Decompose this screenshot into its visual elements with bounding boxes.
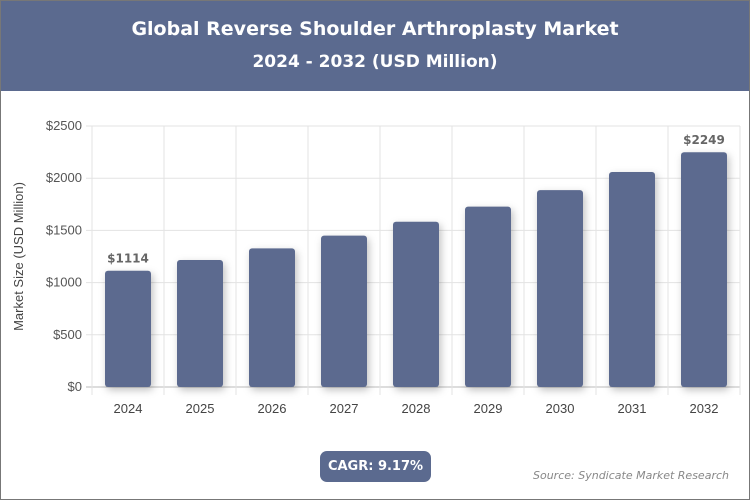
x-tick-label: 2027 bbox=[330, 401, 359, 416]
chart-title: Global Reverse Shoulder Arthroplasty Mar… bbox=[131, 18, 619, 40]
y-tick-label: $1000 bbox=[46, 275, 82, 290]
source-note: Source: Syndicate Market Research bbox=[533, 469, 729, 482]
y-tick-label: $1500 bbox=[46, 222, 82, 237]
x-tick-label: 2029 bbox=[474, 401, 503, 416]
bar-2031 bbox=[609, 172, 655, 387]
chart-header: Global Reverse Shoulder Arthroplasty Mar… bbox=[1, 1, 749, 91]
x-tick-label: 2028 bbox=[402, 401, 431, 416]
cagr-badge: CAGR: 9.17% bbox=[320, 451, 431, 482]
bar-2029 bbox=[465, 206, 511, 387]
y-axis-label: Market Size (USD Million) bbox=[11, 182, 26, 331]
x-tick-label: 2030 bbox=[546, 401, 575, 416]
x-tick-label: 2025 bbox=[186, 401, 215, 416]
x-tick-label: 2032 bbox=[690, 401, 719, 416]
x-tick-label: 2031 bbox=[618, 401, 647, 416]
bar-2024 bbox=[105, 270, 151, 387]
y-tick-label: $2500 bbox=[46, 118, 82, 133]
bar-2028 bbox=[393, 221, 439, 387]
y-tick-label: $500 bbox=[53, 327, 82, 342]
bar-2032 bbox=[681, 152, 727, 387]
y-tick-label: $0 bbox=[68, 379, 82, 394]
data-label: $2249 bbox=[683, 133, 725, 147]
bar-2030 bbox=[537, 190, 583, 387]
x-tick-label: 2024 bbox=[114, 401, 143, 416]
data-label: $1114 bbox=[107, 252, 149, 266]
bar-2025 bbox=[177, 260, 223, 387]
y-tick-label: $2000 bbox=[46, 170, 82, 185]
bar-2027 bbox=[321, 235, 367, 387]
bar-2026 bbox=[249, 248, 295, 387]
x-tick-label: 2026 bbox=[258, 401, 287, 416]
chart-subtitle: 2024 - 2032 (USD Million) bbox=[252, 52, 498, 72]
